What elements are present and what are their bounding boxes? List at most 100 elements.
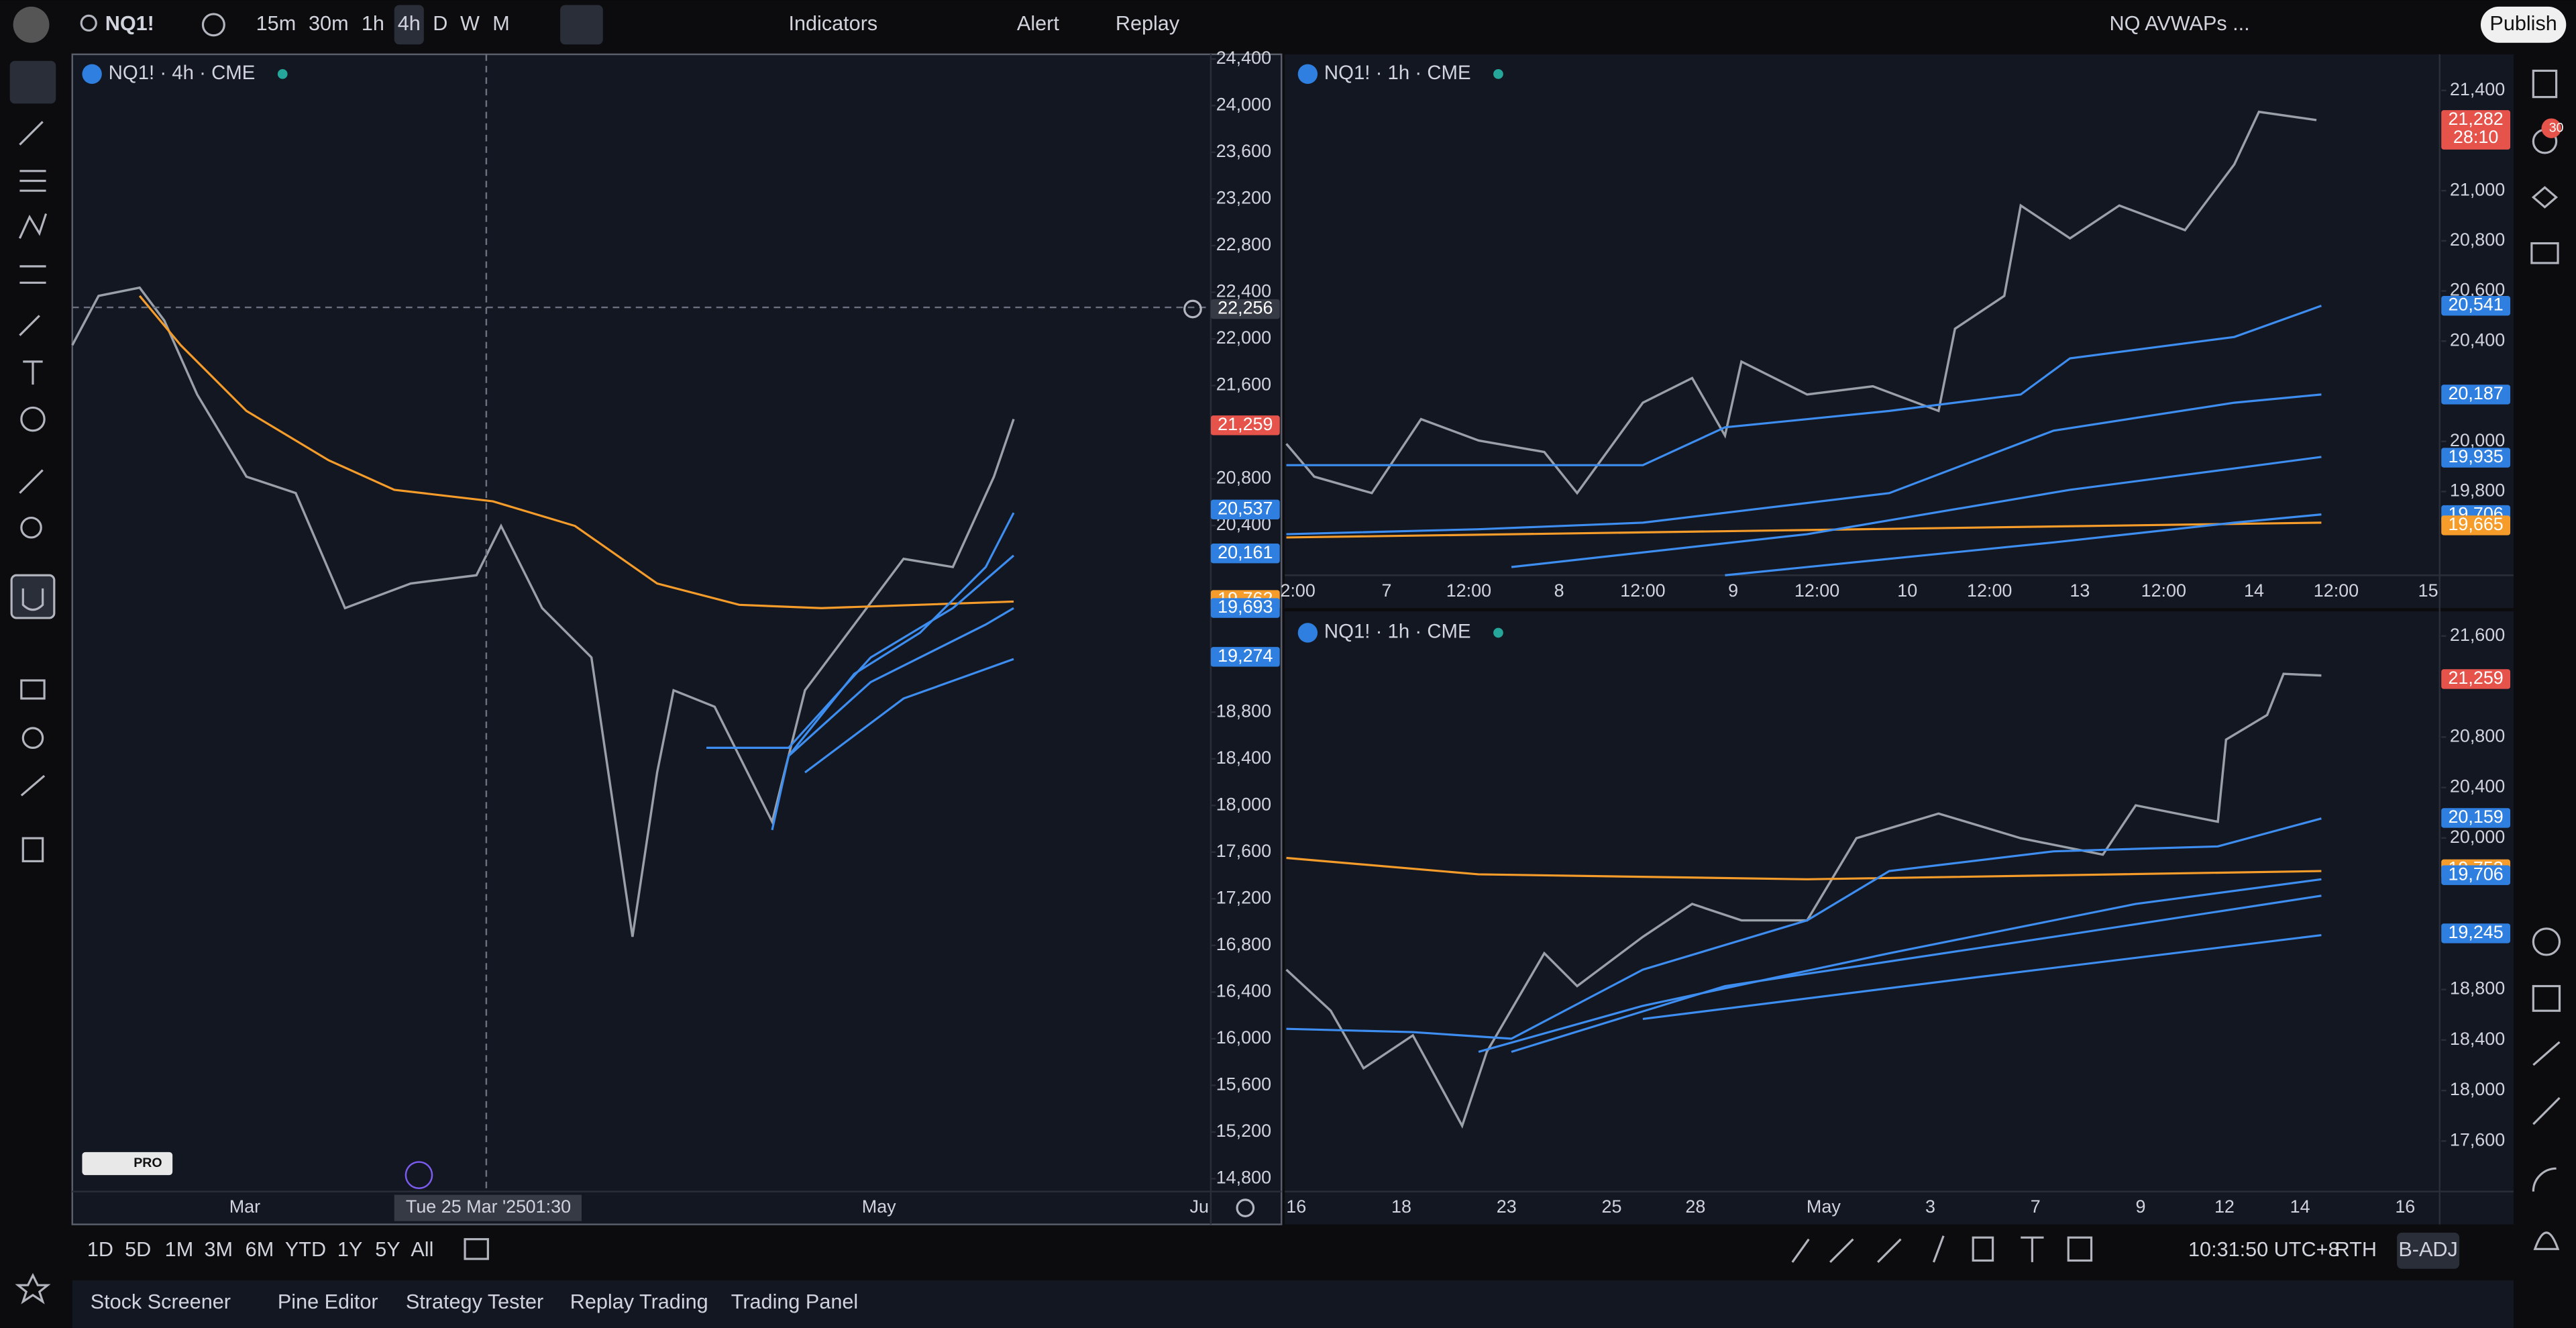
interval-button[interactable]: 15m <box>256 12 297 35</box>
footer-tab[interactable]: Strategy Tester <box>406 1290 543 1313</box>
price-tag-label: 19,245 <box>2448 922 2503 942</box>
range-button[interactable]: 1M <box>165 1238 194 1261</box>
status-dot <box>1493 68 1503 79</box>
footer-tab[interactable]: Pine Editor <box>278 1290 378 1313</box>
range-button[interactable]: 1D <box>87 1238 113 1261</box>
tool-active[interactable] <box>9 60 56 104</box>
vwap-line <box>1511 895 2322 1053</box>
y-tick-label: 18,000 <box>1216 794 1271 814</box>
publish-bg[interactable] <box>2480 6 2567 43</box>
x-tick-label: 10 <box>1897 580 1917 601</box>
x-tick-label: 14 <box>2290 1196 2310 1217</box>
vwap-line <box>1286 856 2322 880</box>
publish-button[interactable]: Publish <box>2489 12 2557 35</box>
clock: 10:31:50 UTC+8 <box>2188 1238 2339 1261</box>
x-tick-label: 28 <box>1685 1196 1705 1217</box>
vwap-line <box>1286 393 2322 535</box>
x-tick-label: 7 <box>2031 1196 2041 1217</box>
price-tag <box>2441 865 2511 885</box>
range-button[interactable]: YTD <box>285 1238 326 1261</box>
y-tick-label: 23,600 <box>1216 141 1271 161</box>
y-tick-label: 17,600 <box>1216 841 1271 861</box>
x-tick-label: 16 <box>1286 1196 1306 1217</box>
logo-bg <box>82 1152 173 1176</box>
vwap-line <box>1478 878 2322 1053</box>
replay-button[interactable]: Replay <box>1116 12 1180 35</box>
symbol[interactable]: NQ1! <box>105 12 154 35</box>
x-tick-label: 12 <box>2214 1196 2235 1217</box>
vwap-line <box>788 607 1014 757</box>
range-button[interactable]: All <box>411 1238 433 1261</box>
x-tick-label: 9 <box>1728 580 1738 601</box>
x-tick-label: 14 <box>2244 580 2264 601</box>
panel-bg[interactable] <box>1285 611 2514 1225</box>
price-tag-label: 19,693 <box>1218 597 1273 617</box>
panel-title[interactable]: NQ1! · 1h · CME <box>1324 62 1471 84</box>
y-tick-label: 18,800 <box>1216 701 1271 721</box>
vwap-line <box>706 554 1015 749</box>
y-tick-label: 17,600 <box>2450 1129 2505 1150</box>
interval-button[interactable]: 4h <box>398 12 421 35</box>
badge-bg <box>2541 118 2561 138</box>
alert-button[interactable]: Alert <box>1017 12 1059 35</box>
y-tick-label: 20,400 <box>2450 329 2505 350</box>
y-tick-label: 24,000 <box>1216 95 1271 115</box>
price-tag <box>1210 598 1280 618</box>
x-tick-label: 18 <box>1391 1196 1411 1217</box>
y-tick-label: 22,000 <box>1216 327 1271 348</box>
footer-tab[interactable]: Trading Panel <box>731 1290 858 1313</box>
logo-text: PRO <box>133 1156 162 1170</box>
symbol-logo <box>1297 64 1318 85</box>
status-dot <box>277 68 288 79</box>
interval-button[interactable]: 30m <box>309 12 349 35</box>
symbol-logo <box>82 64 102 85</box>
panel-title[interactable]: NQ1! · 4h · CME <box>109 62 256 84</box>
layout-name[interactable]: NQ AVWAPs ... <box>2109 12 2249 35</box>
price-tag-label: 19,665 <box>2448 514 2503 534</box>
price-tag <box>1210 299 1280 319</box>
search-icon[interactable] <box>80 14 97 32</box>
price-tag-label: 20,187 <box>2448 383 2503 403</box>
y-tick-label: 18,400 <box>1216 748 1271 768</box>
panel-bg[interactable] <box>1285 54 2514 609</box>
price-tag-label: 20,161 <box>1218 542 1273 562</box>
indicators-button[interactable]: Indicators <box>789 12 878 35</box>
footer-tab[interactable]: Replay Trading <box>570 1290 708 1313</box>
vwap-line <box>1511 456 2322 568</box>
range-button[interactable]: 5Y <box>375 1238 400 1261</box>
vwap-line <box>1725 513 2322 576</box>
price-tag <box>2441 448 2511 468</box>
price-tag <box>1210 415 1280 436</box>
interval-button[interactable]: 1h <box>362 12 384 35</box>
footer-tab[interactable]: Stock Screener <box>91 1290 231 1313</box>
avatar[interactable] <box>13 6 50 43</box>
tool-icons[interactable] <box>10 69 2561 1305</box>
range-button[interactable]: 6M <box>246 1238 274 1261</box>
panel-title[interactable]: NQ1! · 1h · CME <box>1324 621 1471 643</box>
adjust-bg[interactable] <box>2397 1232 2460 1269</box>
add-icon[interactable] <box>201 13 225 37</box>
replay-icon[interactable] <box>405 1161 433 1189</box>
range-button[interactable]: 1Y <box>337 1238 362 1261</box>
price-trace <box>1285 672 2322 1129</box>
price-tag-label: 21,259 <box>1218 414 1273 434</box>
price-tag <box>2441 923 2511 943</box>
adjust-button[interactable]: B-ADJ <box>2398 1238 2457 1261</box>
price-tag <box>2441 808 2511 828</box>
x-tick-label: 12:00 <box>1967 580 2012 601</box>
interval-button[interactable]: M <box>492 12 510 35</box>
y-tick-label: 20,000 <box>2450 430 2505 450</box>
session-button[interactable]: RTH <box>2335 1238 2377 1261</box>
price-tag-label: 22,256 <box>1218 298 1273 318</box>
x-tick-label: May <box>1807 1196 1841 1217</box>
y-tick-label: 14,800 <box>1216 1168 1271 1188</box>
chart-type-icon[interactable] <box>560 5 603 45</box>
x-tick-label: 12:00 <box>1620 580 1665 601</box>
range-button[interactable]: 5D <box>125 1238 151 1261</box>
interval-button[interactable]: W <box>460 12 480 35</box>
interval-button[interactable]: D <box>433 12 447 35</box>
x-tick-label: 12:00 <box>2314 580 2359 601</box>
panel-bg[interactable] <box>71 53 1283 1225</box>
price-tag <box>2441 669 2511 689</box>
range-button[interactable]: 3M <box>204 1238 233 1261</box>
